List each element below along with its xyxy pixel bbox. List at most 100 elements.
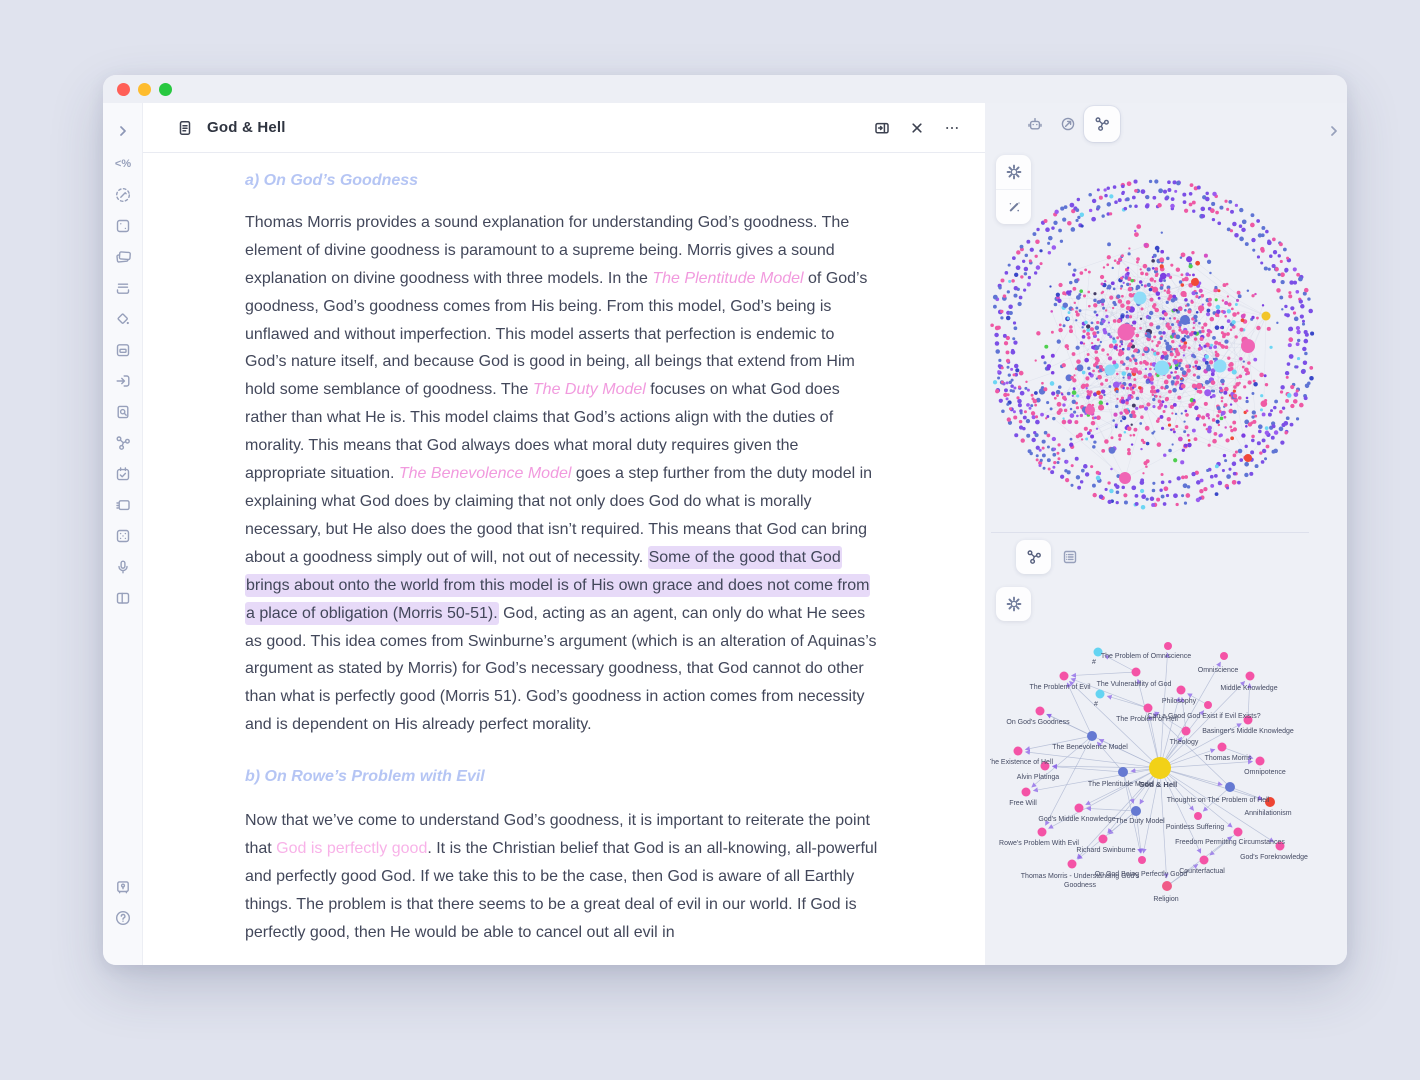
- graph-node[interactable]: [1162, 881, 1172, 891]
- graph-node[interactable]: [1037, 827, 1047, 837]
- graph-edge: [1179, 696, 1187, 732]
- minimize-window-button[interactable]: [138, 82, 151, 96]
- graph-node[interactable]: [1118, 767, 1128, 777]
- document-body[interactable]: a) On God’s Goodness Thomas Morris provid…: [143, 153, 985, 965]
- graph-edge: [1159, 767, 1202, 854]
- fill-button[interactable]: [114, 310, 132, 328]
- zoom-window-button[interactable]: [159, 82, 172, 96]
- graph-edge: [1159, 661, 1221, 769]
- template-button[interactable]: <%: [114, 158, 132, 170]
- graph-node[interactable]: [1035, 706, 1045, 716]
- graph-node[interactable]: [1217, 742, 1227, 752]
- more-options-button[interactable]: [943, 119, 961, 137]
- local-graph-tab[interactable]: [1016, 540, 1051, 574]
- graph-node[interactable]: [1199, 855, 1209, 865]
- import-button[interactable]: [114, 372, 132, 390]
- help-button[interactable]: [114, 909, 132, 927]
- graph-node[interactable]: [1059, 671, 1069, 681]
- graph-node-label: Counterfactual: [1179, 868, 1225, 875]
- ai-assistant-button[interactable]: [1026, 115, 1044, 133]
- graph-node[interactable]: [1164, 642, 1172, 650]
- sidebar-icon-stack: <%: [103, 155, 143, 607]
- close-window-button[interactable]: [117, 82, 130, 96]
- split-view-button[interactable]: [114, 589, 132, 607]
- graph-node[interactable]: [1194, 812, 1202, 820]
- graph-button[interactable]: [114, 434, 132, 452]
- section-heading: b) On Rowe’s Problem with Evil: [245, 768, 485, 786]
- close-document-button[interactable]: [908, 119, 926, 137]
- graph-node[interactable]: [1087, 731, 1097, 741]
- dice-button[interactable]: [114, 527, 132, 545]
- wiki-link[interactable]: The Plentitude Model: [652, 269, 804, 287]
- graph-node[interactable]: [1245, 671, 1255, 681]
- global-graph-canvas[interactable]: [990, 160, 1315, 531]
- graph-node[interactable]: [1040, 761, 1050, 771]
- graph-node[interactable]: [1181, 726, 1191, 736]
- local-graph-settings-button[interactable]: [996, 587, 1031, 621]
- backlinks-button[interactable]: [1059, 115, 1077, 133]
- graph-node[interactable]: [1131, 806, 1141, 816]
- graph-node[interactable]: [1074, 803, 1084, 813]
- draw-button[interactable]: [114, 186, 132, 204]
- graph-edge: [1159, 681, 1246, 769]
- graph-edge: [1229, 786, 1263, 800]
- wiki-link[interactable]: The Duty Model: [532, 381, 646, 399]
- sidebar-bottom-stack: [103, 878, 143, 958]
- graph-node[interactable]: [1095, 689, 1105, 699]
- graph-edge: [1051, 763, 1161, 769]
- graph-node[interactable]: [1021, 787, 1031, 797]
- graph-node[interactable]: [1176, 685, 1186, 695]
- document-search-button[interactable]: [114, 403, 132, 421]
- split-pane-button[interactable]: [873, 119, 891, 137]
- graph-node[interactable]: [1098, 834, 1108, 844]
- panel-collapse-chevron[interactable]: [1325, 122, 1343, 140]
- tasks-button[interactable]: [114, 465, 132, 483]
- frame-button[interactable]: [114, 217, 132, 235]
- graph-node[interactable]: [1265, 797, 1275, 807]
- graph-node[interactable]: [1093, 647, 1103, 657]
- graph-node[interactable]: [1013, 746, 1023, 756]
- cards-button[interactable]: [114, 248, 132, 266]
- graph-node-label: The Existence of Hell: [990, 759, 1054, 766]
- graph-node[interactable]: [1204, 701, 1212, 709]
- graph-node-label: Richard Swinburne: [1076, 847, 1135, 854]
- graph-edge: [1209, 831, 1239, 856]
- graph-icon: [1093, 115, 1111, 133]
- microphone-button[interactable]: [114, 558, 132, 576]
- list-view-tab[interactable]: [1061, 548, 1079, 566]
- graph-node-label: The Problem of Evil: [1029, 684, 1091, 691]
- graph-node[interactable]: [1149, 757, 1171, 779]
- graph-node[interactable]: [1131, 667, 1141, 677]
- graph-node-label: God's Foreknowledge: [1240, 854, 1308, 861]
- graph-edge: [1046, 713, 1093, 737]
- graph-view-button[interactable]: [1084, 106, 1120, 142]
- graph-node[interactable]: [1220, 652, 1228, 660]
- graph-node[interactable]: [1067, 859, 1077, 869]
- graph-node[interactable]: [1243, 715, 1253, 725]
- graph-node[interactable]: [1233, 827, 1243, 837]
- wiki-link[interactable]: The Benevolence Model: [398, 465, 572, 483]
- vault-button[interactable]: [114, 878, 132, 896]
- graph-edge: [1096, 741, 1124, 773]
- graph-node[interactable]: [1275, 841, 1285, 851]
- section-heading: a) On God’s Goodness: [245, 172, 419, 189]
- graph-edge: [1066, 682, 1093, 737]
- graph-node-label: Free Will: [1009, 800, 1037, 807]
- kanban-button[interactable]: [114, 496, 132, 514]
- sidebar-expand-chevron[interactable]: [103, 122, 143, 140]
- graph-node[interactable]: [1143, 703, 1153, 713]
- graph-node[interactable]: [1225, 782, 1235, 792]
- graph-edge: [1048, 767, 1161, 829]
- align-list-button[interactable]: [114, 279, 132, 297]
- wiki-link[interactable]: God is perfectly good: [276, 839, 428, 857]
- graph-node-label: Religion: [1153, 896, 1178, 903]
- graph-edge: [1141, 767, 1161, 854]
- flashcards-button[interactable]: [114, 341, 132, 359]
- graph-node[interactable]: [1138, 856, 1146, 864]
- graph-edge: [1024, 735, 1093, 752]
- graph-icon: [1025, 548, 1043, 566]
- graph-node-label: On God's Goodness: [1006, 719, 1070, 726]
- settings-button[interactable]: [114, 940, 132, 958]
- local-graph-canvas[interactable]: The Problem of Omniscience Omniscience Mid…: [990, 630, 1315, 922]
- graph-node[interactable]: [1255, 756, 1265, 766]
